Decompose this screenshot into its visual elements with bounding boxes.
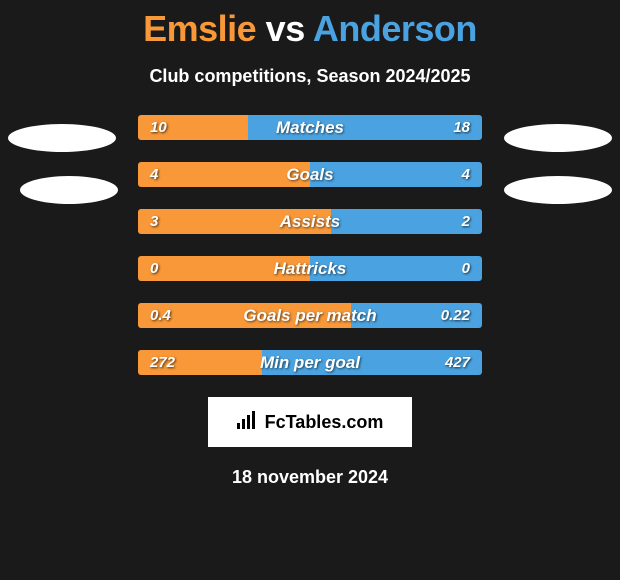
player1-badge-1 — [8, 124, 116, 152]
stat-value-left: 0 — [150, 256, 158, 281]
stat-bar-right — [248, 115, 482, 140]
stat-row: Hattricks00 — [138, 256, 482, 281]
subtitle: Club competitions, Season 2024/2025 — [0, 66, 620, 87]
stat-row: Goals44 — [138, 162, 482, 187]
stats-rows: Matches1018Goals44Assists32Hattricks00Go… — [0, 115, 620, 375]
stat-value-right: 2 — [462, 209, 470, 234]
stat-bar — [138, 209, 482, 234]
stat-row: Min per goal272427 — [138, 350, 482, 375]
stat-row: Assists32 — [138, 209, 482, 234]
stat-value-right: 0 — [462, 256, 470, 281]
stat-bar — [138, 162, 482, 187]
player2-badge-1 — [504, 124, 612, 152]
player1-name: Emslie — [143, 8, 256, 49]
stat-bar-right — [331, 209, 482, 234]
stat-bar-right — [310, 162, 482, 187]
stat-value-right: 18 — [453, 115, 470, 140]
stat-row: Goals per match0.40.22 — [138, 303, 482, 328]
stat-value-left: 272 — [150, 350, 175, 375]
date-text: 18 november 2024 — [0, 467, 620, 488]
stat-bar — [138, 303, 482, 328]
player1-badge-2 — [20, 176, 118, 204]
stat-value-left: 3 — [150, 209, 158, 234]
chart-icon — [237, 411, 259, 434]
stat-value-right: 427 — [445, 350, 470, 375]
stat-bar — [138, 256, 482, 281]
comparison-title: Emslie vs Anderson — [0, 0, 620, 50]
vs-text: vs — [266, 8, 305, 49]
footer-logo: FcTables.com — [208, 397, 412, 447]
stat-value-right: 0.22 — [441, 303, 470, 328]
stat-bar-right — [310, 256, 482, 281]
footer-logo-text: FcTables.com — [265, 412, 384, 433]
stat-bar-left — [138, 162, 310, 187]
stat-bar — [138, 350, 482, 375]
player2-name: Anderson — [313, 8, 477, 49]
stat-bar-left — [138, 209, 331, 234]
stat-value-left: 10 — [150, 115, 167, 140]
stat-value-left: 4 — [150, 162, 158, 187]
stat-value-right: 4 — [462, 162, 470, 187]
stat-value-left: 0.4 — [150, 303, 171, 328]
stat-bar-left — [138, 256, 310, 281]
player2-badge-2 — [504, 176, 612, 204]
stat-row: Matches1018 — [138, 115, 482, 140]
stat-bar — [138, 115, 482, 140]
